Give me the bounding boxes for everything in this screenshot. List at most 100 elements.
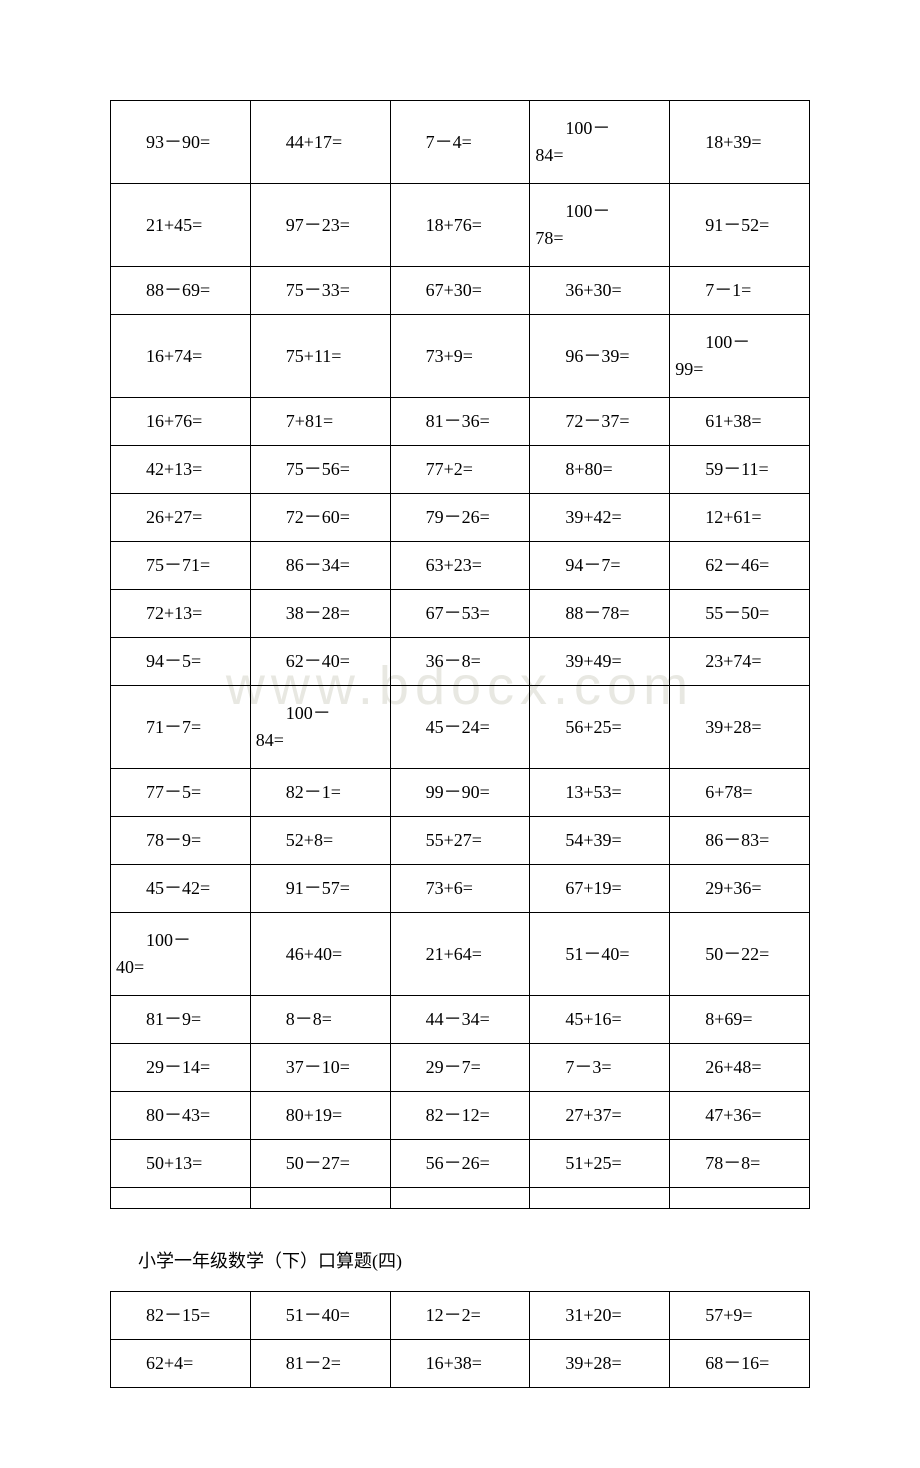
table-cell: 31+20= <box>530 1292 670 1340</box>
math-problems-table-1: 93－90=44+17=7－4=100－84=18+39=21+45=97－23… <box>110 100 810 1209</box>
cell-text: 99= <box>673 356 806 383</box>
table-cell: 59－11= <box>670 446 810 494</box>
table-cell: 67+19= <box>530 865 670 913</box>
table-cell: 18+76= <box>390 184 530 267</box>
table-row: 71－7=100－84=45－24=56+25=39+28= <box>111 686 810 769</box>
table-cell: 80－43= <box>111 1092 251 1140</box>
table-row: 42+13=75－56=77+2=8+80=59－11= <box>111 446 810 494</box>
table-cell: 55－50= <box>670 590 810 638</box>
table-cell: 16+74= <box>111 315 251 398</box>
table-row: 78－9=52+8=55+27=54+39=86－83= <box>111 817 810 865</box>
table-cell: 55+27= <box>390 817 530 865</box>
table-cell: 7－3= <box>530 1044 670 1092</box>
table-cell: 39+28= <box>530 1340 670 1388</box>
table-cell: 91－57= <box>250 865 390 913</box>
table-cell: 36－8= <box>390 638 530 686</box>
table-cell: 94－7= <box>530 542 670 590</box>
table-cell: 88－78= <box>530 590 670 638</box>
table-cell: 81－36= <box>390 398 530 446</box>
cell-text: 100－ <box>533 115 666 142</box>
cell-text: 100－ <box>673 329 806 356</box>
table-row: 88－69=75－33=67+30=36+30=7－1= <box>111 267 810 315</box>
table-cell: 97－23= <box>250 184 390 267</box>
table-cell: 29－14= <box>111 1044 251 1092</box>
table-row: 75－71=86－34=63+23=94－7=62－46= <box>111 542 810 590</box>
table-cell: 21+64= <box>390 913 530 996</box>
table-cell: 56－26= <box>390 1140 530 1188</box>
table-cell: 72+13= <box>111 590 251 638</box>
table-row: 50+13=50－27=56－26=51+25=78－8= <box>111 1140 810 1188</box>
cell-text: 100－ <box>254 700 387 727</box>
table-cell: 46+40= <box>250 913 390 996</box>
table-cell <box>250 1188 390 1209</box>
table-row: 29－14=37－10=29－7=7－3=26+48= <box>111 1044 810 1092</box>
cell-text: 40= <box>114 954 247 981</box>
table-cell: 75－56= <box>250 446 390 494</box>
table-cell: 82－15= <box>111 1292 251 1340</box>
table-cell: 7－1= <box>670 267 810 315</box>
table-cell: 86－83= <box>670 817 810 865</box>
table-row: 100－40=46+40=21+64=51－40=50－22= <box>111 913 810 996</box>
table-cell: 81－2= <box>250 1340 390 1388</box>
cell-text: 84= <box>533 142 666 169</box>
table-cell: 100－99= <box>670 315 810 398</box>
table-cell: 56+25= <box>530 686 670 769</box>
table-cell: 7－4= <box>390 101 530 184</box>
table-cell: 88－69= <box>111 267 251 315</box>
table-cell: 39+49= <box>530 638 670 686</box>
table-cell: 16+76= <box>111 398 251 446</box>
table-row <box>111 1188 810 1209</box>
table-cell: 72－37= <box>530 398 670 446</box>
cell-text: 100－ <box>533 198 666 225</box>
table-cell: 12+61= <box>670 494 810 542</box>
table-cell <box>111 1188 251 1209</box>
table-cell: 82－1= <box>250 769 390 817</box>
table-cell: 100－78= <box>530 184 670 267</box>
section-title: 小学一年级数学（下）口算题(四) <box>138 1247 810 1273</box>
table-cell: 45+16= <box>530 996 670 1044</box>
table-cell: 73+6= <box>390 865 530 913</box>
table-cell: 21+45= <box>111 184 251 267</box>
table-row: 77－5=82－1=99－90=13+53=6+78= <box>111 769 810 817</box>
table-cell: 38－28= <box>250 590 390 638</box>
table-cell: 82－12= <box>390 1092 530 1140</box>
table-cell: 86－34= <box>250 542 390 590</box>
table-cell <box>390 1188 530 1209</box>
table-cell: 18+39= <box>670 101 810 184</box>
table-cell: 8+69= <box>670 996 810 1044</box>
table-cell: 62－46= <box>670 542 810 590</box>
table-cell: 77+2= <box>390 446 530 494</box>
table-cell: 81－9= <box>111 996 251 1044</box>
table-cell: 100－40= <box>111 913 251 996</box>
table-cell: 47+36= <box>670 1092 810 1140</box>
table-cell: 75－33= <box>250 267 390 315</box>
table-cell: 13+53= <box>530 769 670 817</box>
table-cell: 72－60= <box>250 494 390 542</box>
table-cell: 78－8= <box>670 1140 810 1188</box>
table-cell: 91－52= <box>670 184 810 267</box>
table-cell: 75+11= <box>250 315 390 398</box>
table-cell: 7+81= <box>250 398 390 446</box>
table-cell: 27+37= <box>530 1092 670 1140</box>
table-cell: 67+30= <box>390 267 530 315</box>
table-cell: 39+28= <box>670 686 810 769</box>
table-row: 16+76=7+81=81－36=72－37=61+38= <box>111 398 810 446</box>
math-problems-table-2: 82－15=51－40=12－2=31+20=57+9=62+4=81－2=16… <box>110 1291 810 1388</box>
table-row: 94－5=62－40=36－8=39+49=23+74= <box>111 638 810 686</box>
cell-text: 78= <box>533 225 666 252</box>
table-cell: 62－40= <box>250 638 390 686</box>
table-cell: 100－84= <box>530 101 670 184</box>
table-cell: 80+19= <box>250 1092 390 1140</box>
table-row: 45－42=91－57=73+6=67+19=29+36= <box>111 865 810 913</box>
table-cell: 71－7= <box>111 686 251 769</box>
table-cell: 29－7= <box>390 1044 530 1092</box>
table-cell: 23+74= <box>670 638 810 686</box>
table-cell: 45－42= <box>111 865 251 913</box>
table-cell: 29+36= <box>670 865 810 913</box>
table-cell: 51－40= <box>250 1292 390 1340</box>
table-cell <box>530 1188 670 1209</box>
table-cell: 39+42= <box>530 494 670 542</box>
table-cell: 93－90= <box>111 101 251 184</box>
table-cell: 12－2= <box>390 1292 530 1340</box>
table-cell: 26+48= <box>670 1044 810 1092</box>
